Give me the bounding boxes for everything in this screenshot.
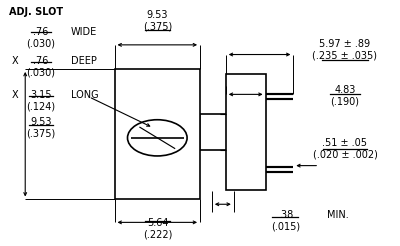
Text: 4.83
(.190): 4.83 (.190)	[330, 85, 360, 106]
Text: 3.15
(.124): 3.15 (.124)	[26, 90, 56, 111]
Text: 9.53
(.375): 9.53 (.375)	[26, 117, 56, 139]
Text: X: X	[11, 56, 18, 66]
Text: 5.97 ± .89
(.235 ± .035): 5.97 ± .89 (.235 ± .035)	[312, 39, 378, 61]
Text: 5.64
(.222): 5.64 (.222)	[143, 217, 172, 239]
Bar	[114, 69, 200, 200]
Text: .76
(.030): .76 (.030)	[27, 27, 56, 48]
Text: MIN.: MIN.	[327, 210, 349, 220]
Text: 9.53
(.375): 9.53 (.375)	[143, 10, 172, 31]
Text: .38
(.015): .38 (.015)	[271, 210, 300, 232]
Text: X: X	[11, 90, 18, 100]
Bar	[226, 74, 266, 190]
Text: WIDE: WIDE	[71, 27, 97, 37]
Text: LONG: LONG	[71, 90, 98, 100]
Text: DEEP: DEEP	[71, 56, 97, 66]
Text: .51 ± .05
(.020 ± .002): .51 ± .05 (.020 ± .002)	[312, 138, 378, 159]
Text: ADJ. SLOT: ADJ. SLOT	[9, 7, 64, 17]
Text: .76
(.030): .76 (.030)	[27, 56, 56, 77]
